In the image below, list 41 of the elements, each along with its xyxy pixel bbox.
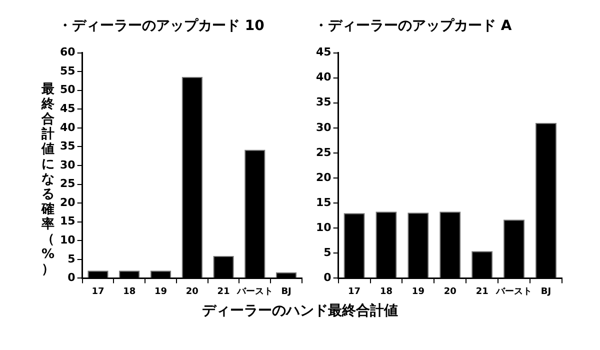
x-tick-label: 19 (412, 286, 424, 297)
y-tick-label: 20 (316, 170, 332, 184)
y-tick-label: 30 (60, 158, 76, 172)
x-tick-label: 17 (92, 286, 104, 297)
y-tick-label: 10 (60, 233, 76, 246)
y-tick-label: 15 (316, 196, 332, 209)
y-tick-label: 35 (316, 96, 332, 109)
text: 最終合計値になる確率（%） (41, 82, 55, 277)
y-tick-label: 20 (60, 196, 76, 209)
y-tick-label: 10 (316, 220, 332, 234)
y-tick-label: 60 (60, 46, 76, 59)
y-tick-label: 40 (60, 120, 76, 134)
y-tick-label: 25 (60, 177, 76, 190)
y-tick-label: 5 (68, 252, 76, 266)
y-tick-label: 35 (60, 140, 76, 153)
chart-title: ・ディーラーのアップカード 10 (58, 17, 265, 34)
y-tick-label: 30 (316, 120, 332, 134)
y-tick-label: 45 (60, 102, 76, 116)
chart-title: ・ディーラーのアップカード A (314, 17, 512, 34)
x-tick-label: バースト (495, 286, 532, 297)
y-tick-label: 0 (324, 271, 332, 284)
x-tick-label: 20 (444, 286, 456, 297)
y-tick-label: 0 (68, 271, 76, 284)
x-tick-label: バースト (236, 286, 273, 297)
x-tick-label: 19 (154, 286, 168, 297)
x-tick-label: 17 (348, 286, 361, 297)
x-tick-label: 20 (186, 286, 198, 297)
y-tick-label: 15 (60, 214, 76, 228)
x-tick-label: BJ (281, 286, 292, 297)
y-tick-label: 50 (60, 83, 76, 96)
y-tick-label: 40 (316, 70, 332, 84)
x-tick-label: 21 (476, 286, 488, 297)
x-tick-label: 18 (123, 286, 136, 297)
y-tick-label: 5 (324, 246, 332, 260)
y-tick-label: 25 (316, 146, 332, 159)
y-tick-label: 45 (316, 46, 332, 59)
x-axis-title: ディーラーのハンド最終合計値 (201, 302, 399, 320)
x-tick-label: 21 (217, 286, 230, 297)
y-tick-label: 55 (60, 64, 76, 78)
x-tick-label: 18 (380, 286, 393, 297)
x-tick-label: BJ (540, 286, 552, 297)
